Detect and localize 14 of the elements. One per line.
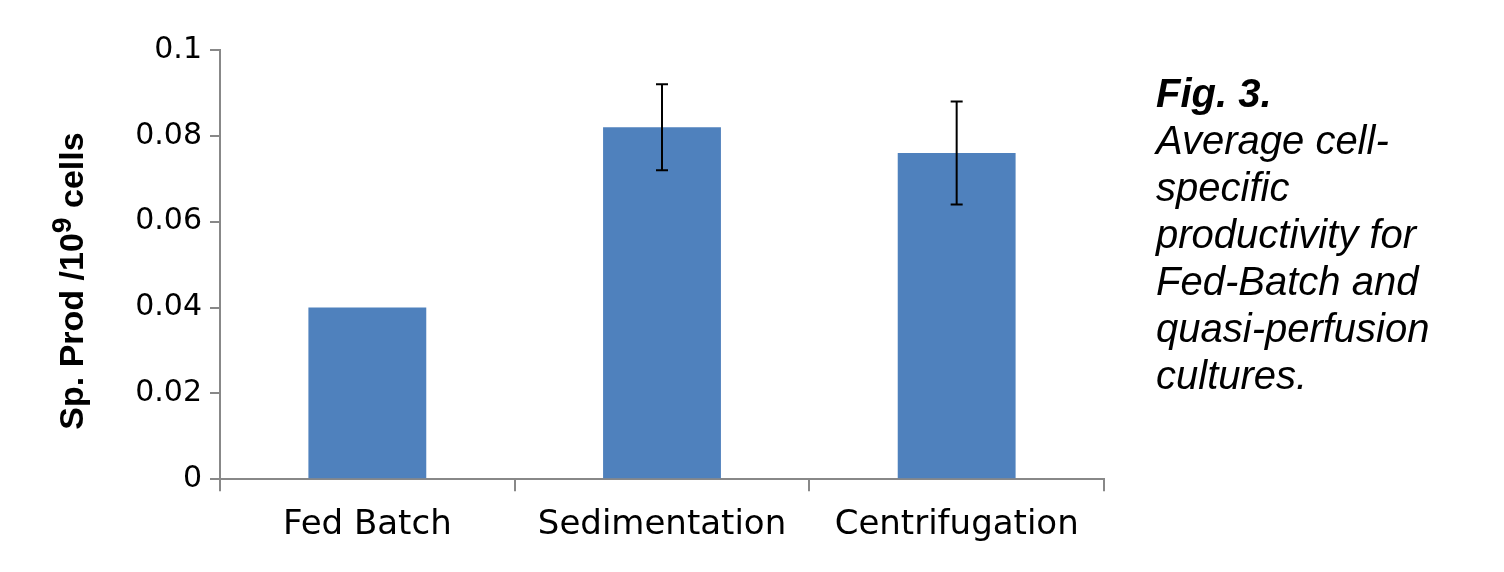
y-tick-label: 0.06 [135, 201, 202, 237]
bar [897, 153, 1016, 479]
x-tick-label: Centrifugation [834, 502, 1079, 543]
y-tick-label: 0 [182, 459, 202, 494]
x-tick-label: Fed Batch [282, 502, 452, 543]
bar [603, 127, 721, 479]
y-tick-label: 0.04 [135, 287, 202, 323]
caption: Fig. 3. [1156, 70, 1273, 117]
y-tick-label: 0.1 [154, 29, 202, 65]
text: Average cell-specific productivity for Fed-Batch and quasi-perfusion cultures. [1156, 117, 1431, 399]
bar [308, 307, 427, 479]
y-tick-label: 0.02 [135, 373, 202, 409]
y-tick-label: 0.08 [135, 115, 202, 151]
x-tick-label: Sedimentation [537, 502, 787, 543]
